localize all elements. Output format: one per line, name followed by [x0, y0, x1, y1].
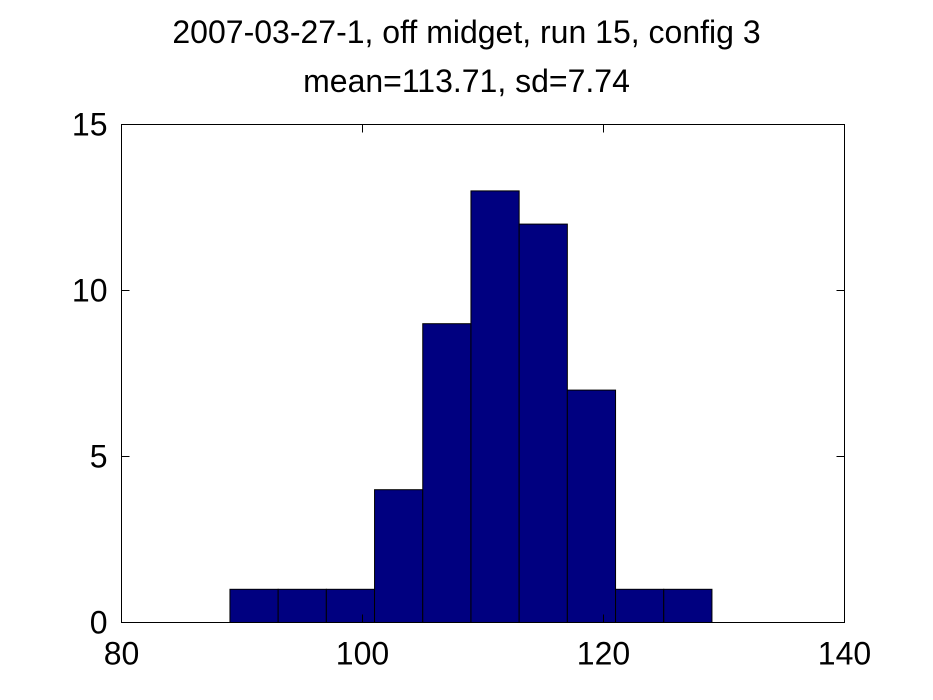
y-tick-label: 10 — [72, 273, 108, 309]
axes-box — [121, 124, 845, 623]
chart-title: 2007-03-27-1, off midget, run 15, config… — [172, 14, 761, 50]
histogram-bar-10 — [663, 588, 713, 623]
x-tick-label: 100 — [336, 636, 389, 672]
x-tick-label: 80 — [104, 636, 140, 672]
chart-subtitle: mean=113.71, sd=7.74 — [303, 63, 630, 99]
y-tick-label: 0 — [90, 605, 108, 641]
histogram-bar-2 — [277, 588, 327, 623]
histogram-bar-1 — [229, 588, 279, 623]
axis-tick-labels: 80 100 120 140 0 5 10 15 — [72, 107, 871, 672]
axis-ticks — [121, 124, 845, 623]
histogram-bar-9 — [615, 588, 665, 623]
histogram-bar-8 — [566, 389, 617, 623]
x-tick-label: 140 — [818, 636, 871, 672]
y-tick-label: 5 — [90, 439, 108, 475]
x-tick-label: 120 — [577, 636, 630, 672]
histogram-bars — [229, 190, 713, 624]
histogram-bar-3 — [325, 588, 376, 623]
y-tick-label: 15 — [72, 107, 108, 143]
histogram-bar-4 — [374, 489, 424, 624]
histogram-bar-6 — [470, 190, 520, 623]
histogram-bar-5 — [422, 323, 472, 623]
histogram-bar-7 — [518, 223, 568, 623]
